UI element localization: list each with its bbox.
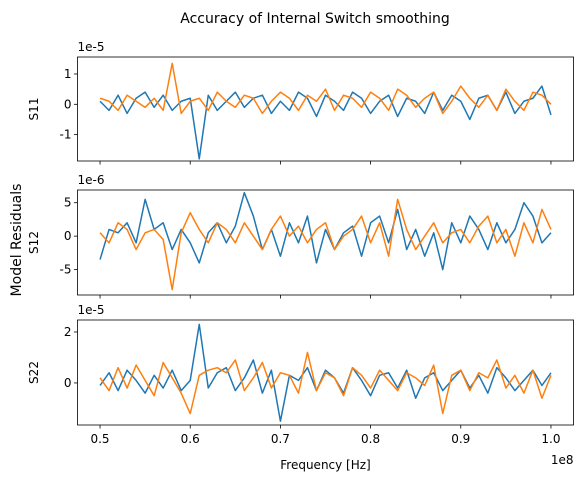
y-offset-label: 1e-6 [78,173,105,187]
x-tick-label: 0.8 [361,432,380,446]
y-axis-label: S22 [27,361,41,384]
series-line [99,198,552,291]
x-tick-label: 0.5 [90,432,109,446]
y-tick-label: 1 [64,67,72,81]
axes-frame [77,56,574,162]
figure-y-label: Model Residuals [9,184,25,297]
y-tick-label: 2 [64,325,72,339]
y-tick-label: 0 [64,376,72,390]
x-tick-label: 0.9 [451,432,470,446]
figure-title: Accuracy of Internal Switch smoothing [180,11,450,27]
x-tick-label: 1.0 [541,432,560,446]
x-offset-label: 1e8 [551,453,574,467]
y-tick-label: 0 [64,97,72,111]
axes-frame [77,189,574,296]
series-line [99,191,552,271]
y-tick-label: 5 [64,196,72,210]
series-line [99,351,552,415]
y-offset-label: 1e-5 [78,303,105,317]
y-axis-label: S11 [27,98,41,121]
series-line [99,85,552,160]
y-tick-label: -5 [60,263,72,277]
x-axis-label: Frequency [Hz] [280,458,371,472]
y-offset-label: 1e-5 [78,40,105,54]
series-line [99,62,552,115]
y-axis-label: S12 [27,231,41,254]
y-tick-label: -1 [60,128,72,142]
x-tick-label: 0.7 [271,432,290,446]
x-tick-label: 0.6 [181,432,200,446]
axes-frame [77,319,574,426]
y-tick-label: 0 [64,229,72,243]
